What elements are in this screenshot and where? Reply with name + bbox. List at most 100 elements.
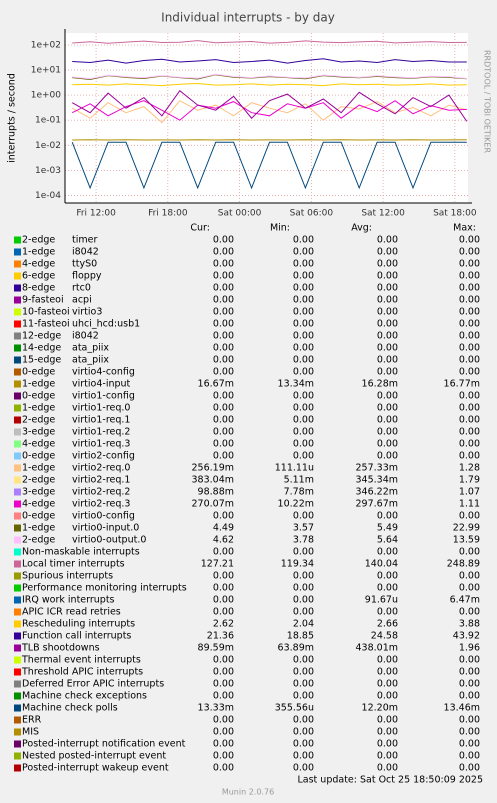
cur-value: 0.00 [213,367,234,378]
max-value: 0.00 [459,607,480,618]
cur-value: 256.19m [192,463,235,474]
cur-value: 0.00 [213,259,234,270]
min-value: 63.89m [278,643,314,654]
cur-value: 0.00 [213,283,234,294]
max-value: 1.79 [459,475,480,486]
avg-value: 0.00 [377,403,398,414]
legend-label: Machine check polls [22,703,118,714]
max-value: 43.92 [453,631,480,642]
legend-device: virtio2-req.0 [72,463,130,474]
avg-value: 0.00 [377,319,398,330]
avg-value: 346.22m [356,487,399,498]
cur-value: 0.00 [213,319,234,330]
min-value: 0.00 [293,367,314,378]
legend-device: timer [72,235,97,246]
legend-label: Spurious interrupts [22,571,113,582]
legend-label: 3-edge [22,487,55,498]
y-tick-label: 1e+00 [31,91,62,101]
min-value: 0.00 [293,331,314,342]
avg-value: 0.00 [377,355,398,366]
avg-value: 0.00 [377,715,398,726]
min-value: 7.78m [284,487,314,498]
legend-swatch [14,572,21,580]
cur-value: 0.00 [213,751,234,762]
cur-value: 4.49 [213,523,234,534]
legend-swatch [14,272,21,280]
legend-label: Nested posted-interrupt event [22,751,166,762]
avg-value: 0.00 [377,415,398,426]
legend-device: uhci_hcd:usb1 [72,319,140,330]
max-value: 0.00 [459,343,480,354]
avg-value: 16.28m [362,379,398,390]
legend-swatch [14,512,21,520]
min-value: 0.00 [293,655,314,666]
x-tick-label: Sat 06:00 [290,209,334,219]
legend-label: Posted-interrupt wakeup event [22,763,169,774]
max-value: 0.00 [459,247,480,258]
legend-label: IRQ work interrupts [22,595,115,606]
legend-device: floppy [72,271,102,282]
y-axis-label: interrupts / second [7,73,18,163]
legend-label: 1-edge [22,463,55,474]
x-tick-label: Fri 18:00 [148,209,188,219]
legend-swatch [14,740,21,748]
min-value: 0.00 [293,295,314,306]
legend-label: Non-maskable interrupts [22,547,140,558]
cur-value: 0.00 [213,391,234,402]
min-value: 0.00 [293,451,314,462]
legend-device: virtio0-config [72,511,135,522]
legend-swatch [14,524,21,532]
legend-label: Rescheduling interrupts [22,619,135,630]
legend-label: 6-edge [22,271,55,282]
avg-value: 0.00 [377,235,398,246]
legend-swatch [14,632,21,640]
max-value: 0.00 [459,739,480,750]
cur-value: 0.00 [213,439,234,450]
legend-device: virtio4-config [72,367,135,378]
column-header: Avg: [351,223,372,234]
min-value: 0.00 [293,247,314,258]
max-value: 0.00 [459,367,480,378]
avg-value: 0.00 [377,331,398,342]
min-value: 0.00 [293,691,314,702]
legend-swatch [14,428,21,436]
max-value: 13.46m [444,703,480,714]
min-value: 13.34m [278,379,314,390]
min-value: 0.00 [293,715,314,726]
legend-label: 1-edge [22,403,55,414]
min-value: 0.00 [293,283,314,294]
min-value: 0.00 [293,415,314,426]
avg-value: 438.01m [356,643,399,654]
legend-device: ttyS0 [72,259,97,270]
avg-value: 5.49 [377,523,398,534]
y-tick-label: 1e+01 [31,66,61,76]
legend-swatch [14,368,21,376]
min-value: 0.00 [293,667,314,678]
cur-value: 0.00 [213,607,234,618]
min-value: 0.00 [293,235,314,246]
x-tick-label: Sat 00:00 [218,209,262,219]
cur-value: 0.00 [213,451,234,462]
max-value: 0.00 [459,547,480,558]
cur-value: 13.33m [198,703,234,714]
legend-swatch [14,500,21,508]
cur-value: 0.00 [213,667,234,678]
y-tick-label: 1e-04 [35,191,61,201]
min-value: 0.00 [293,355,314,366]
avg-value: 91.67u [365,595,398,606]
y-tick-label: 1e+02 [31,40,61,50]
min-value: 355.56u [275,703,314,714]
legend-label: ERR [22,715,42,726]
legend-swatch [14,680,21,688]
min-value: 0.00 [293,259,314,270]
legend-swatch [14,452,21,460]
cur-value: 0.00 [213,295,234,306]
legend-device: ata_piix [72,343,109,354]
cur-value: 21.36 [207,631,234,642]
legend-label: 9-fasteoi [22,295,64,306]
legend-swatch [14,596,21,604]
max-value: 22.99 [453,523,480,534]
legend-label: 3-edge [22,427,55,438]
avg-value: 0.00 [377,439,398,450]
legend-label: 1-edge [22,247,55,258]
